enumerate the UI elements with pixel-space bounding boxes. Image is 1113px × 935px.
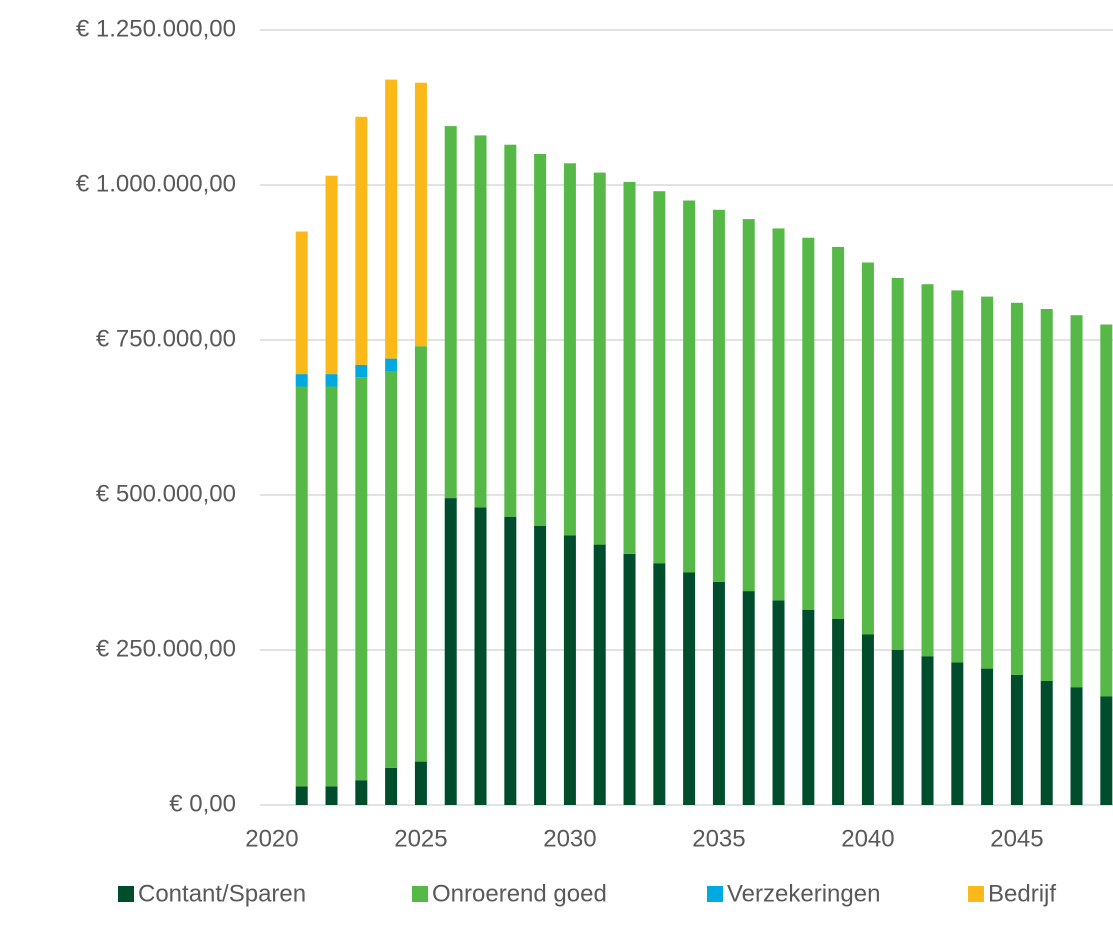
bar-segment: [385, 358, 398, 371]
bar-segment: [891, 278, 904, 650]
labels: € 0,00 € 250.000,00 € 500.000,00 € 750.000,…: [76, 15, 1057, 907]
bar-segment: [444, 126, 457, 499]
legend-item: Verzekeringen: [707, 880, 880, 907]
y-tick-label: € 0,00: [169, 790, 236, 817]
bar-segment: [802, 609, 815, 805]
bar-segment: [295, 786, 308, 805]
bar-segment: [325, 786, 338, 805]
bar-segment: [1040, 309, 1053, 681]
bar-segment: [355, 116, 368, 365]
bar-segment: [325, 386, 338, 787]
x-tick-label: 2020: [245, 825, 298, 852]
bar-segment: [474, 135, 487, 508]
bars: [295, 79, 1113, 805]
bar-segment: [355, 364, 368, 378]
bar-segment: [712, 581, 725, 805]
legend-label: Onroerend goed: [432, 880, 607, 907]
bar-segment: [772, 228, 785, 601]
x-tick-label: 2040: [841, 825, 894, 852]
bar-segment: [593, 172, 606, 545]
bar-segment: [295, 231, 308, 375]
x-tick-label: 2035: [692, 825, 745, 852]
legend-item: Bedrijf: [968, 880, 1056, 907]
bar-segment: [1040, 681, 1053, 805]
legend-swatch: [968, 886, 984, 902]
bar-segment: [683, 200, 696, 573]
bar-segment: [891, 650, 904, 805]
legend-item: Onroerend goed: [412, 880, 607, 907]
bar-segment: [563, 163, 576, 536]
bar-segment: [1100, 324, 1113, 697]
bar-segment: [355, 377, 368, 781]
bar-segment: [921, 656, 934, 805]
bar-segment: [623, 181, 636, 554]
bar-segment: [385, 79, 398, 359]
y-tick-label: € 250.000,00: [96, 635, 236, 662]
bar-segment: [414, 761, 427, 805]
bar-segment: [534, 154, 547, 526]
y-tick-label: € 1.000.000,00: [76, 170, 236, 197]
bar-segment: [593, 544, 606, 805]
bar-segment: [981, 668, 994, 805]
bar-segment: [951, 662, 964, 805]
bar-segment: [444, 498, 457, 805]
bar-segment: [563, 535, 576, 805]
bar-segment: [414, 346, 427, 762]
bar-segment: [832, 247, 845, 619]
bar-segment: [712, 209, 725, 582]
bar-segment: [861, 262, 874, 635]
x-tick-label: 2025: [394, 825, 447, 852]
y-tick-label: € 500.000,00: [96, 480, 236, 507]
bar-segment: [683, 572, 696, 805]
legend-label: Bedrijf: [988, 880, 1056, 907]
bar-segment: [653, 563, 666, 805]
bar-segment: [921, 284, 934, 657]
bar-segment: [504, 516, 517, 805]
bar-segment: [861, 634, 874, 805]
x-tick-label: 2045: [990, 825, 1043, 852]
bar-segment: [802, 237, 815, 610]
legend-item: Contant/Sparen: [118, 880, 306, 907]
bar-segment: [325, 374, 338, 387]
bar-segment: [534, 526, 547, 805]
legend-swatch: [707, 886, 723, 902]
bar-segment: [325, 175, 338, 375]
bar-segment: [1100, 696, 1113, 805]
bar-segment: [474, 507, 487, 805]
bar-segment: [1070, 687, 1083, 805]
bar-segment: [742, 591, 755, 805]
legend-swatch: [118, 886, 134, 902]
bar-segment: [295, 386, 308, 787]
bar-segment: [295, 374, 308, 387]
bar-segment: [504, 144, 517, 517]
legend-swatch: [412, 886, 428, 902]
bar-segment: [385, 371, 398, 768]
bar-segment: [355, 780, 368, 805]
y-tick-label: € 750.000,00: [96, 325, 236, 352]
bar-segment: [1010, 674, 1023, 805]
bar-segment: [653, 191, 666, 564]
bar-segment: [981, 296, 994, 669]
bar-segment: [832, 619, 845, 805]
bar-segment: [1070, 315, 1083, 688]
bar-segment: [772, 600, 785, 805]
bar-segment: [385, 767, 398, 805]
bar-segment: [414, 82, 427, 347]
y-tick-label: € 1.250.000,00: [76, 15, 236, 42]
bar-segment: [623, 553, 636, 805]
legend-label: Verzekeringen: [727, 880, 880, 907]
bar-segment: [1010, 302, 1023, 675]
legend-label: Contant/Sparen: [138, 880, 306, 907]
x-tick-label: 2030: [543, 825, 596, 852]
bar-segment: [742, 219, 755, 592]
bar-segment: [951, 290, 964, 663]
